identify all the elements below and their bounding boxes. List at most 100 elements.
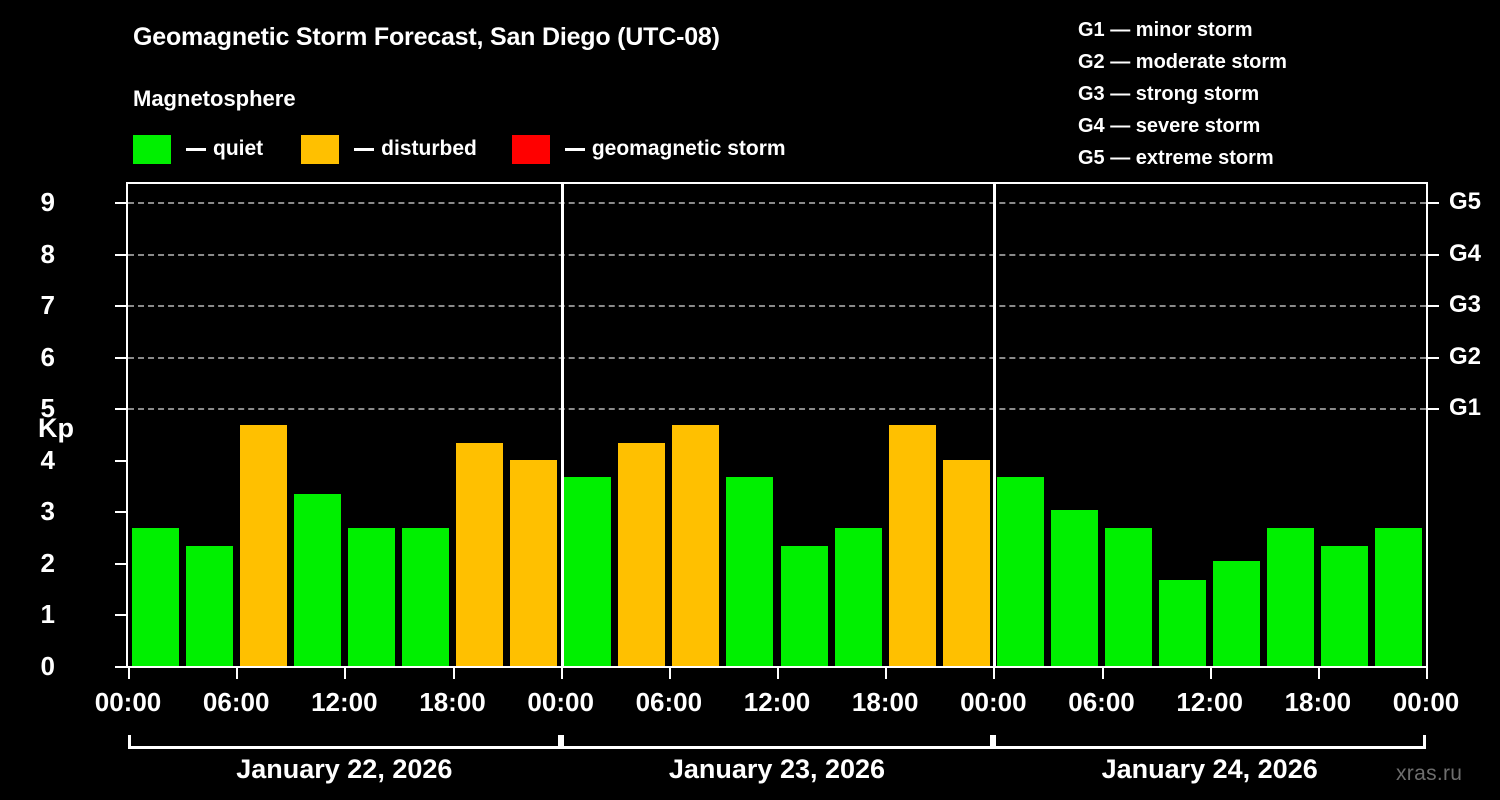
x-tick-12 xyxy=(1426,668,1428,679)
bar xyxy=(185,545,233,666)
day-divider-2 xyxy=(993,184,997,666)
x-tick-10 xyxy=(1209,668,1212,679)
y-axis-title: Kp xyxy=(38,413,74,443)
g-scale-row-4: G4 — severe storm xyxy=(1078,115,1261,137)
legend-swatch-geomagnetic-storm xyxy=(511,134,550,164)
y-tick-7 xyxy=(115,305,126,308)
x-tick-0 xyxy=(128,668,130,679)
bar xyxy=(293,494,341,666)
x-tick-7 xyxy=(885,668,888,679)
bar xyxy=(1213,561,1261,666)
x-tick-5 xyxy=(668,668,671,679)
legend-label: disturbed xyxy=(381,137,477,160)
x-axis-label-8: 00:00 xyxy=(960,687,1027,717)
legend-dash-icon xyxy=(354,147,375,151)
bar xyxy=(726,476,774,666)
y-axis-label-3: 3 xyxy=(40,496,55,527)
plot-area xyxy=(115,182,1439,668)
gridline-kp-9 xyxy=(128,202,1426,205)
day-label-2: January 23, 2026 xyxy=(668,754,886,784)
bar xyxy=(888,425,936,666)
gridline-kp-8 xyxy=(128,253,1426,256)
legend-swatch-quiet xyxy=(133,134,171,164)
legend-entry-geomagnetic-storm: geomagnetic storm xyxy=(511,134,786,164)
x-axis-label-9: 06:00 xyxy=(1068,687,1135,717)
legend-dash-icon xyxy=(564,147,585,151)
g-tick-G3 xyxy=(1428,305,1439,308)
y-axis-label-5: 5 xyxy=(40,393,55,424)
g-tick-G5 xyxy=(1428,202,1439,205)
bar xyxy=(456,442,504,666)
bar xyxy=(1159,579,1207,666)
x-axis-label-4: 00:00 xyxy=(527,687,594,717)
y-axis-label-8: 8 xyxy=(40,238,55,269)
day-divider-1 xyxy=(560,184,564,666)
bar xyxy=(1321,545,1369,666)
y-tick-8 xyxy=(115,253,126,256)
y-tick-5 xyxy=(115,408,126,411)
x-axis-label-11: 18:00 xyxy=(1284,687,1352,717)
x-axis-label-12: 00:00 xyxy=(1392,687,1460,717)
g-tick-G4 xyxy=(1428,253,1439,256)
g-axis-label-G4: G4 xyxy=(1449,239,1482,267)
y-axis-label-0: 0 xyxy=(40,651,55,681)
bar xyxy=(239,425,287,666)
y-axis-label-1: 1 xyxy=(40,599,55,630)
x-tick-8 xyxy=(993,668,996,679)
g-axis-label-G1: G1 xyxy=(1449,394,1482,422)
plot-inner xyxy=(115,184,1439,668)
watermark: xras.ru xyxy=(1396,762,1463,785)
g-scale-legend: G1 — minor storm G2 — moderate storm G3 — … xyxy=(1078,14,1287,174)
legend-label: geomagnetic storm xyxy=(591,137,786,160)
bar xyxy=(1375,528,1423,666)
g-axis-label-G3: G3 xyxy=(1449,291,1482,319)
g-scale-row-3: G3 — strong storm xyxy=(1078,83,1260,105)
page-title: Geomagnetic Storm Forecast, San Diego (U… xyxy=(133,23,720,51)
bar xyxy=(131,528,179,666)
bar xyxy=(780,545,828,666)
x-axis-label-7: 18:00 xyxy=(851,687,919,717)
bar xyxy=(672,425,720,666)
x-tick-1 xyxy=(236,668,239,679)
legend-entry-quiet: quiet xyxy=(133,134,263,164)
g-tick-G1 xyxy=(1428,408,1439,411)
x-axis-label-0: 00:00 xyxy=(94,687,162,717)
subtitle-magnetosphere: Magnetosphere xyxy=(133,86,296,111)
x-axis-label-2: 12:00 xyxy=(311,687,378,717)
bar xyxy=(942,459,990,666)
x-tick-9 xyxy=(1101,668,1104,679)
gridline-kp-5 xyxy=(128,408,1426,411)
day-bracket-2 xyxy=(560,735,994,749)
y-tick-9 xyxy=(115,202,126,205)
bar xyxy=(996,476,1044,666)
x-axis-label-5: 06:00 xyxy=(635,687,703,717)
bar xyxy=(834,528,882,666)
y-tick-1 xyxy=(115,614,126,617)
x-tick-3 xyxy=(452,668,455,679)
x-axis-label-10: 12:00 xyxy=(1176,687,1243,717)
bar xyxy=(1267,528,1315,666)
y-axis-label-7: 7 xyxy=(40,290,55,321)
color-legend: quiet disturbed geomagnetic storm xyxy=(133,134,786,164)
y-tick-2 xyxy=(115,562,126,565)
y-axis-label-2: 2 xyxy=(40,547,55,578)
y-tick-3 xyxy=(115,511,126,514)
bar xyxy=(510,459,558,666)
bar xyxy=(618,442,666,666)
x-tick-11 xyxy=(1317,668,1320,679)
g-scale-row-5: G5 — extreme storm xyxy=(1078,147,1274,169)
y-tick-6 xyxy=(115,356,126,359)
gridline-kp-7 xyxy=(128,305,1426,308)
g-axis-label-G5: G5 xyxy=(1449,188,1482,216)
y-tick-0 xyxy=(115,666,126,668)
bars-layer xyxy=(128,184,1426,666)
x-tick-2 xyxy=(344,668,347,679)
y-tick-4 xyxy=(115,459,126,462)
g-scale-row-2: G2 — moderate storm xyxy=(1078,51,1287,73)
x-axis-label-6: 12:00 xyxy=(743,687,811,717)
day-label-3: January 24, 2026 xyxy=(1101,754,1318,784)
x-tick-6 xyxy=(777,668,779,679)
g-scale-row-1: G1 — minor storm xyxy=(1078,19,1253,41)
bar xyxy=(1050,509,1098,666)
y-axis-label-4: 4 xyxy=(40,444,55,475)
